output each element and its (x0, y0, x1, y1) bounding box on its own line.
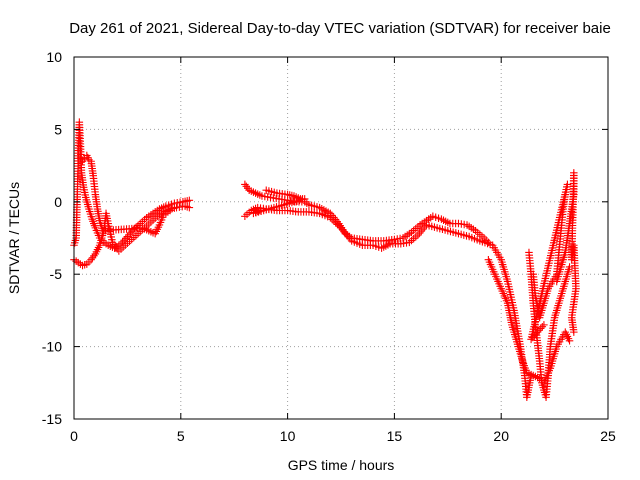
grid (74, 57, 608, 419)
y-tick-label: 0 (54, 194, 62, 210)
data-point (107, 233, 115, 241)
data-point (185, 203, 194, 212)
series-trace-e (241, 203, 535, 402)
series-trace-g (484, 255, 574, 387)
series-trace-f (249, 186, 309, 218)
data-point (565, 263, 574, 271)
data-point (256, 206, 264, 215)
axis-ticks: 0 5 10 15 20 25 -15 -10 -5 0 5 10 (42, 49, 616, 444)
series-trace-i (527, 180, 572, 344)
y-tick-label: -10 (42, 339, 62, 355)
data-point (372, 242, 380, 250)
y-tick-label: -5 (50, 266, 63, 282)
series-trace-b (70, 202, 194, 270)
y-axis-label: SDTVAR / TECUs (6, 182, 22, 294)
y-tick-label: 5 (54, 121, 62, 137)
x-tick-label: 0 (70, 428, 78, 444)
series-trace-j (552, 169, 580, 336)
chart-title: Day 261 of 2021, Sidereal Day-to-day VTE… (69, 20, 611, 37)
x-tick-label: 20 (493, 428, 509, 444)
plot-frame (73, 56, 609, 420)
data-point (164, 201, 173, 209)
data-point (540, 321, 548, 329)
data-point (434, 214, 443, 222)
x-axis-label: GPS time / hours (288, 457, 395, 473)
data-point (565, 337, 574, 345)
data-point (167, 200, 176, 208)
data-point (570, 328, 578, 336)
x-tick-label: 10 (280, 428, 296, 444)
data-point (105, 225, 114, 233)
data-points (70, 118, 580, 402)
series-trace-c (76, 151, 174, 238)
x-tick-label: 25 (600, 428, 616, 444)
data-point (108, 235, 116, 244)
data-point (105, 222, 113, 230)
y-tick-label: 10 (46, 49, 62, 65)
data-point (369, 241, 377, 249)
data-point (429, 212, 437, 221)
x-tick-label: 5 (177, 428, 185, 444)
data-point (104, 219, 112, 228)
data-point (166, 206, 174, 215)
x-tick-label: 15 (387, 428, 403, 444)
series-trace-h (525, 248, 574, 402)
data-point (185, 196, 194, 205)
data-point (431, 213, 440, 221)
y-tick-label: -15 (42, 411, 62, 427)
